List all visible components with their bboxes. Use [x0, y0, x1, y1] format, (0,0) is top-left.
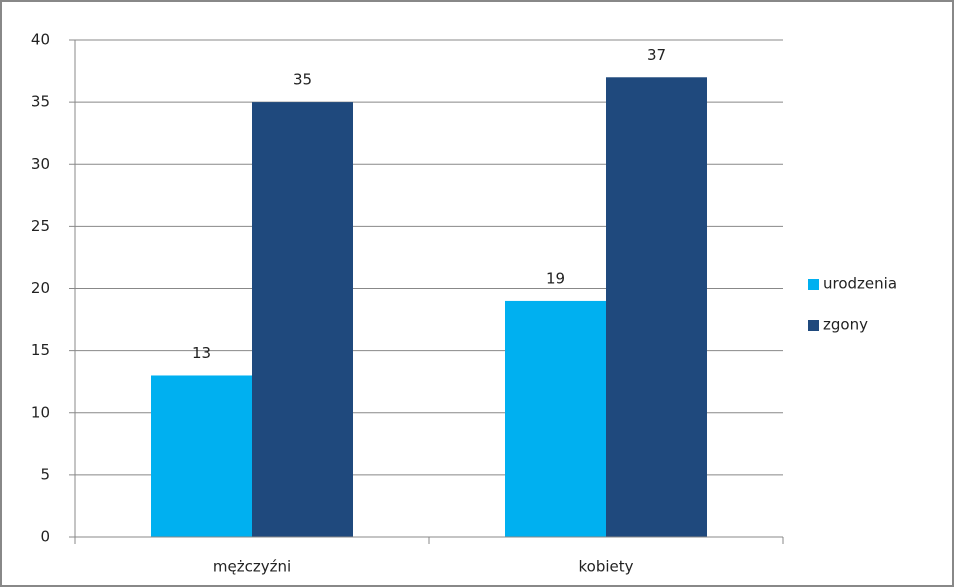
y-tick-label: 25	[31, 217, 50, 235]
y-tick-label: 15	[31, 341, 50, 359]
bar	[252, 102, 353, 537]
y-tick-label: 30	[31, 155, 50, 173]
legend-label: urodzenia	[823, 275, 897, 293]
bar	[151, 375, 252, 537]
data-label: 37	[647, 46, 666, 64]
legend-swatch	[808, 320, 819, 331]
data-label: 19	[546, 269, 565, 287]
y-tick-label: 35	[31, 93, 50, 111]
x-tick-label: mężczyźni	[213, 558, 291, 576]
y-tick-label: 10	[31, 403, 50, 421]
data-label: 13	[192, 344, 211, 362]
y-tick-label: 40	[31, 31, 50, 49]
legend-label: zgony	[823, 316, 868, 334]
y-tick-label: 5	[40, 465, 50, 483]
y-tick-label: 0	[40, 528, 50, 546]
x-tick-label: kobiety	[578, 558, 633, 576]
data-label: 35	[293, 71, 312, 89]
bar	[606, 77, 707, 538]
legend-swatch	[808, 279, 819, 290]
bar	[505, 300, 606, 537]
y-tick-label: 20	[31, 279, 50, 297]
